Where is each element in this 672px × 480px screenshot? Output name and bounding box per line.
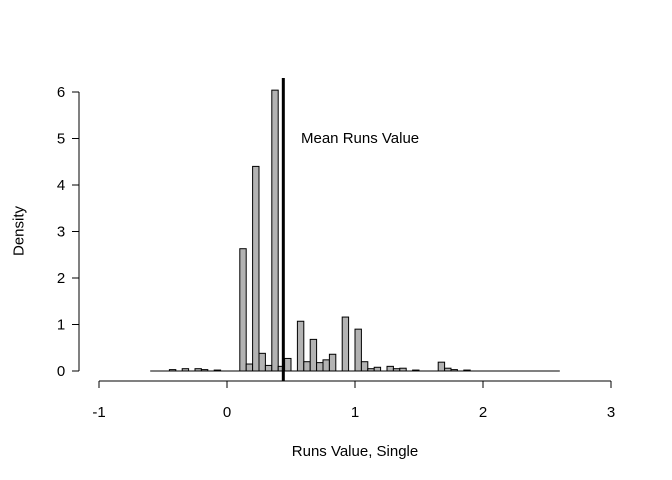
x-tick-label: 0 [223, 404, 231, 421]
y-tick-label: 0 [57, 363, 65, 380]
y-tick-label: 2 [57, 270, 65, 287]
histogram-bar [303, 361, 311, 372]
histogram-bar [284, 357, 292, 372]
histogram-bar [341, 316, 350, 372]
histogram-bar [437, 361, 446, 372]
histogram-bar [322, 359, 330, 372]
histogram-bar [271, 89, 279, 372]
x-tick-label: 3 [607, 404, 615, 421]
x-axis-title: Runs Value, Single [292, 443, 418, 460]
histogram-bar [258, 352, 266, 372]
histogram-bar [252, 165, 260, 372]
histogram-bar [328, 353, 337, 372]
histogram-bar [373, 366, 382, 372]
histogram-bar [354, 328, 362, 372]
y-axis-title: Density [10, 205, 27, 256]
x-tick-label: -1 [92, 404, 105, 421]
histogram-bar [386, 365, 394, 372]
y-tick-label: 3 [57, 224, 65, 241]
y-tick-label: 5 [57, 131, 65, 148]
x-tick-label: 1 [351, 404, 359, 421]
mean-line-label: Mean Runs Value [301, 130, 419, 147]
x-tick-label: 2 [479, 404, 487, 421]
y-tick-label: 4 [57, 177, 65, 194]
histogram-bar [296, 320, 305, 372]
y-tick-label: 6 [57, 84, 65, 101]
y-tick-label: 1 [57, 317, 65, 334]
histogram-bar [309, 338, 318, 372]
y-axis: 0 1 2 3 4 5 6 [57, 84, 80, 380]
histogram-bar [239, 248, 247, 372]
x-axis: -1 0 1 2 3 [92, 380, 615, 421]
histogram-bar [245, 363, 254, 372]
histogram-bar [360, 361, 369, 372]
histogram-bar [316, 362, 324, 372]
histogram-bars [168, 89, 471, 372]
histogram-bar [264, 364, 273, 372]
